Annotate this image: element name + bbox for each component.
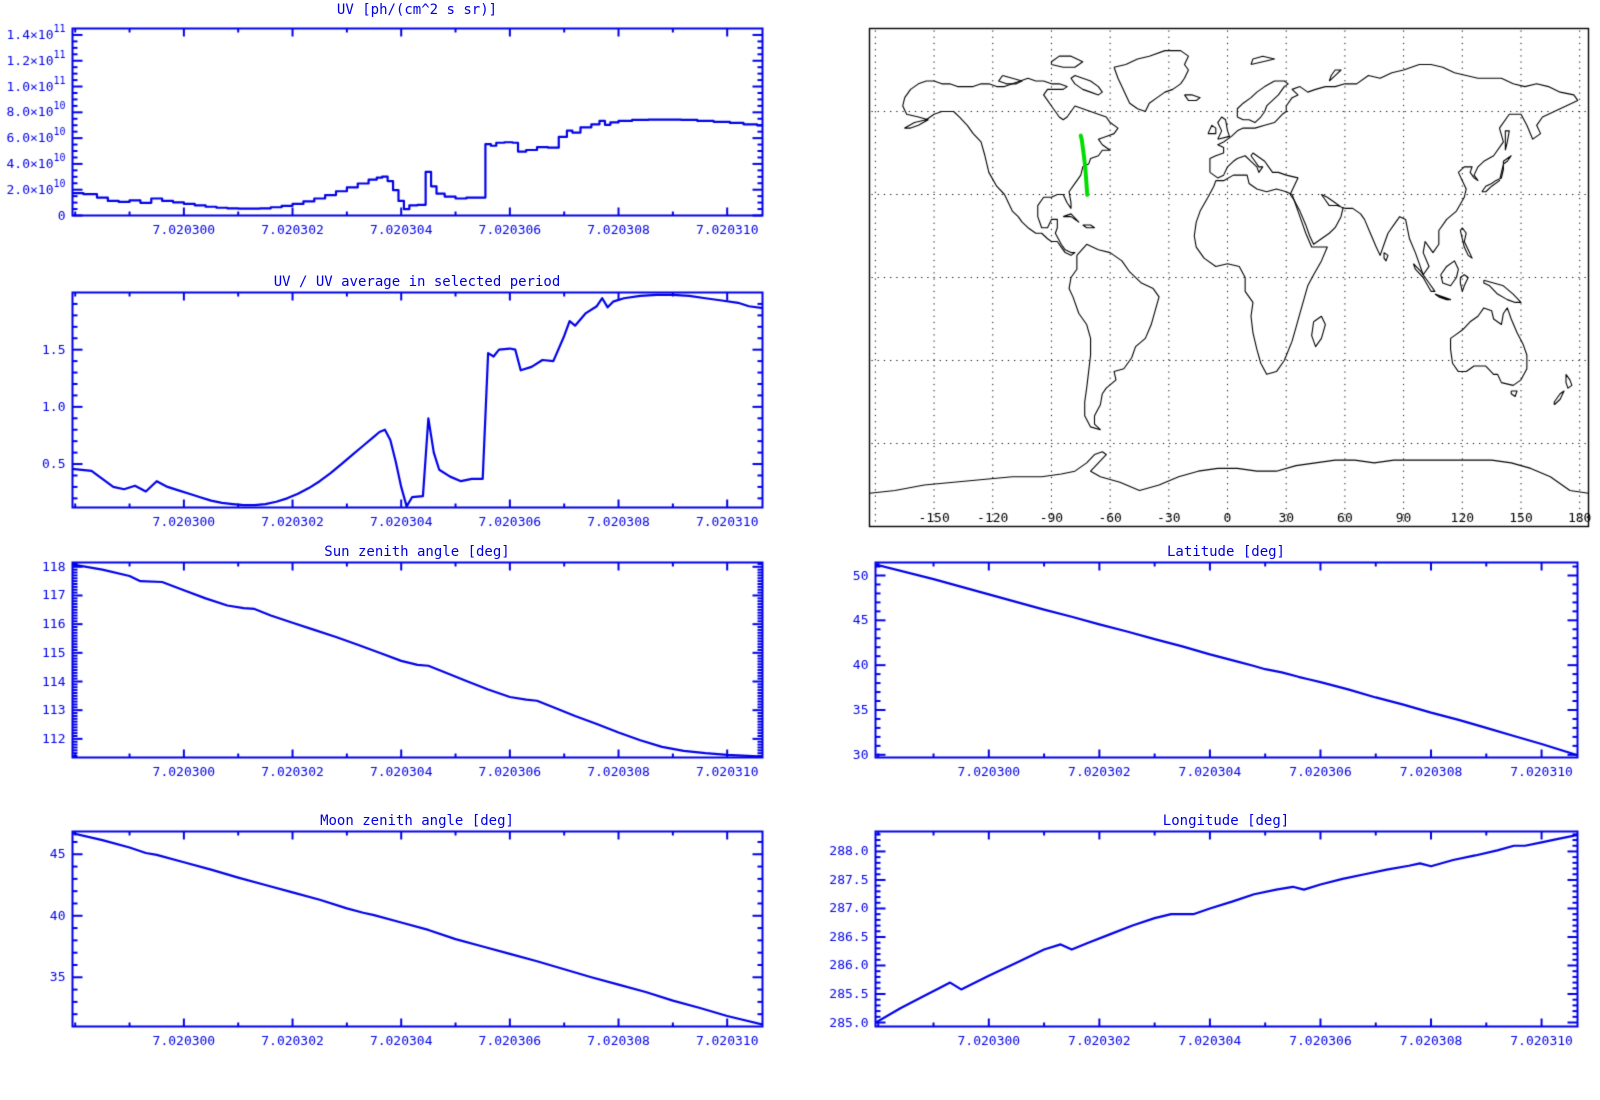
uv-ratio-chart-canvas (0, 272, 800, 532)
uv-chart-canvas (0, 0, 800, 246)
sun-zenith-chart-canvas (0, 542, 800, 784)
moon-zenith-chart: Moon zenith angle [deg] (0, 811, 800, 1055)
world-map (800, 0, 1600, 545)
longitude-chart: Longitude [deg] (800, 811, 1600, 1055)
uv-ratio-chart: UV / UV average in selected period (0, 272, 800, 534)
world-map-canvas (800, 0, 1600, 545)
latitude-chart: Latitude [deg] (800, 542, 1600, 786)
moon-zenith-chart-canvas (0, 811, 800, 1053)
uv-chart: UV [ph/(cm^2 s sr)] (0, 0, 800, 250)
sun-zenith-chart: Sun zenith angle [deg] (0, 542, 800, 786)
longitude-chart-canvas (800, 811, 1600, 1053)
latitude-chart-canvas (800, 542, 1600, 784)
